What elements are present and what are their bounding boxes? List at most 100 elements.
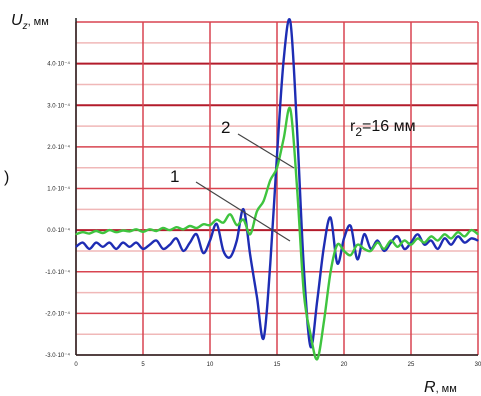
x-tick-label: 10 [207, 362, 214, 368]
data-point-series-2 [423, 242, 425, 244]
data-point-series-1 [82, 242, 84, 244]
data-point-series-2 [283, 137, 285, 140]
data-point-series-2 [122, 229, 124, 232]
data-point-series-1 [129, 246, 131, 248]
data-point-series-2 [182, 228, 184, 230]
leader-line-1 [195, 181, 291, 242]
data-point-series-2 [236, 224, 238, 226]
series-lines [75, 18, 479, 361]
data-point-series-1 [303, 267, 305, 269]
curve-label-2: 2 [221, 118, 230, 137]
data-point-series-2 [397, 246, 399, 248]
data-point-series-1 [336, 262, 338, 264]
y-tick-label: -3.0·10⁻⁴ [45, 352, 70, 359]
x-tick-label: 20 [341, 362, 348, 368]
data-point-series-2 [263, 200, 265, 202]
grid [75, 21, 479, 356]
data-point-series-1 [376, 239, 379, 242]
data-point-series-1 [216, 223, 218, 225]
x-tick-label: 5 [141, 362, 145, 368]
data-point-series-1 [236, 239, 238, 242]
y-tick-label: -2.0·10⁻⁴ [45, 310, 70, 317]
data-point-series-2 [443, 233, 446, 235]
x-tick-labels: 0 5 10 15 20 25 30 [74, 362, 481, 368]
data-point-series-1 [115, 248, 117, 250]
x-axis-label: R, мм [424, 379, 457, 396]
data-point-series-2 [135, 228, 137, 230]
data-point-series-1 [403, 248, 405, 250]
data-point-series-2 [289, 108, 291, 110]
data-point-series-1 [457, 235, 459, 237]
data-point-series-2 [189, 225, 191, 227]
data-point-series-1 [477, 239, 479, 242]
data-point-series-2 [276, 167, 278, 169]
data-point-series-2 [330, 271, 332, 273]
data-point-series-2 [437, 239, 439, 242]
data-point-series-2 [343, 250, 345, 252]
data-point-series-2 [108, 229, 111, 231]
data-point-series-1 [296, 129, 298, 131]
data-point-series-1 [443, 237, 446, 239]
data-point-series-2 [350, 254, 352, 256]
data-point-series-1 [343, 237, 345, 239]
data-point-series-1 [162, 248, 164, 250]
data-point-series-1 [464, 242, 466, 244]
data-point-series-1 [323, 246, 325, 248]
data-point-series-1 [263, 337, 265, 339]
data-point-series-2 [356, 244, 358, 246]
data-point-series-2 [370, 250, 372, 252]
data-point-series-2 [155, 230, 157, 232]
data-point-series-1 [410, 242, 412, 244]
data-point-series-2 [303, 292, 305, 294]
data-point-series-1 [249, 254, 251, 256]
data-point-series-2 [196, 227, 198, 229]
data-point-series-2 [216, 219, 218, 221]
data-point-series-1 [316, 300, 318, 302]
x-tick-label: 0 [74, 362, 78, 368]
data-point-series-1 [88, 248, 90, 250]
data-point-series-2 [376, 242, 379, 244]
y-tick-label: 1.0·10⁻⁴ [47, 186, 70, 193]
data-point-series-1 [122, 242, 124, 244]
data-point-series-2 [169, 229, 171, 231]
data-point-series-2 [410, 244, 412, 246]
data-point-series-2 [129, 230, 131, 232]
x-tick-label: 25 [408, 362, 415, 368]
y-tick-label: 0.0·10⁻⁴ [47, 227, 70, 234]
data-point-series-1 [423, 244, 425, 246]
data-point-series-2 [82, 231, 84, 233]
data-point-series-2 [336, 244, 338, 246]
data-point-series-1 [363, 233, 365, 235]
data-point-series-1 [189, 242, 191, 244]
annotations: 1 2 r2=16 мм ) [4, 118, 416, 242]
data-point-series-1 [470, 237, 472, 239]
leader-line-2 [237, 133, 295, 169]
data-point-series-1 [437, 248, 439, 250]
data-point-series-2 [363, 248, 365, 250]
data-point-series-1 [330, 217, 332, 219]
data-point-series-2 [390, 239, 392, 242]
data-point-series-2 [142, 231, 144, 233]
data-point-series-1 [175, 237, 178, 239]
data-point-series-1 [229, 256, 231, 258]
data-point-series-1 [102, 246, 104, 248]
y-axis-label: Uz, мм [11, 12, 49, 32]
data-point-series-1 [289, 21, 291, 23]
data-point-series-1 [430, 239, 432, 242]
data-point-series-1 [108, 242, 111, 244]
data-point-series-1 [390, 242, 392, 244]
data-point-series-1 [256, 296, 258, 298]
data-point-series-2 [249, 233, 251, 235]
data-point-series-1 [397, 235, 399, 237]
data-point-series-1 [283, 58, 285, 61]
data-point-series-1 [383, 250, 385, 252]
stray-label: ) [4, 169, 9, 186]
y-tick-label: -1.0·10⁻⁴ [45, 269, 70, 276]
data-point-series-1 [149, 244, 151, 246]
data-point-series-1 [202, 252, 204, 254]
curve-label-1: 1 [170, 167, 179, 186]
data-point-series-2 [75, 233, 77, 235]
data-point-series-2 [269, 179, 271, 181]
data-point-series-2 [209, 224, 211, 226]
